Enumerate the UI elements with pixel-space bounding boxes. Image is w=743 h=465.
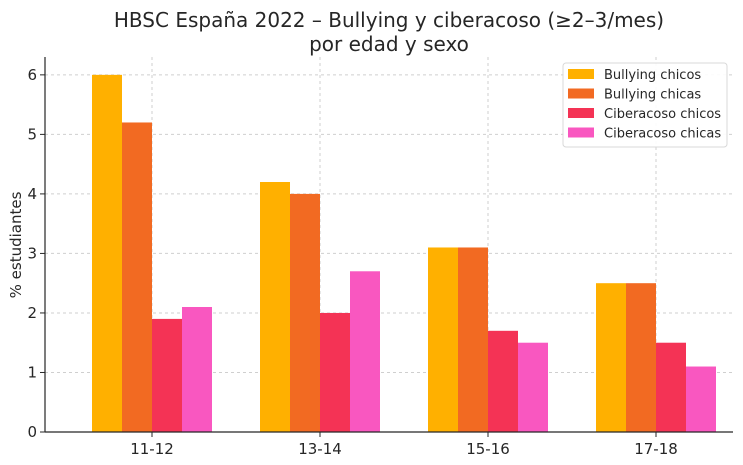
- bar-ciberacoso-chicos-17-18: [656, 342, 686, 432]
- bar-bullying-chicas-15-16: [458, 247, 488, 432]
- x-tick-label: 15-16: [466, 440, 510, 458]
- x-tick-label: 11-12: [130, 440, 174, 458]
- legend-swatch: [568, 127, 594, 138]
- bar-ciberacoso-chicos-13-14: [320, 312, 350, 432]
- bar-ciberacoso-chicos-11-12: [152, 318, 182, 432]
- legend: Bullying chicos Bullying chicas Ciberacoso…: [562, 62, 728, 148]
- y-tick-label: 6: [27, 66, 37, 84]
- chart-subtitle: por edad y sexo: [309, 32, 469, 56]
- y-tick-label: 3: [27, 244, 37, 262]
- bar-bullying-chicas-11-12: [122, 122, 152, 432]
- y-tick-label: 1: [27, 363, 37, 381]
- bar-bullying-chicos-15-16: [428, 247, 458, 432]
- legend-swatch: [568, 108, 594, 118]
- y-tick-label: 2: [27, 304, 37, 322]
- legend-swatch: [568, 69, 594, 79]
- bar-bullying-chicas-13-14: [290, 193, 320, 432]
- bar-bullying-chicos-11-12: [92, 74, 122, 432]
- bar-ciberacoso-chicos-15-16: [488, 330, 518, 432]
- bar-ciberacoso-chicas-13-14: [350, 271, 380, 432]
- y-tick-label: 4: [27, 185, 37, 203]
- legend-label: Ciberacoso chicas: [604, 127, 721, 142]
- bar-bullying-chicos-13-14: [260, 182, 290, 432]
- legend-swatch: [568, 88, 594, 99]
- y-tick-label: 5: [27, 125, 37, 143]
- legend-label: Bullying chicas: [604, 88, 701, 103]
- legend-label: Ciberacoso chicos: [604, 107, 721, 122]
- bar-ciberacoso-chicas-11-12: [182, 307, 212, 432]
- x-tick-label: 17-18: [634, 440, 678, 458]
- y-tick-label: 0: [27, 423, 37, 441]
- legend-label: Bullying chicos: [604, 68, 701, 83]
- x-tick-label: 13-14: [298, 440, 342, 458]
- legend-box: [562, 62, 728, 148]
- bar-ciberacoso-chicas-17-18: [686, 366, 716, 432]
- bar-ciberacoso-chicas-15-16: [518, 342, 548, 432]
- chart-title: HBSC España 2022 – Bullying y ciberacoso…: [114, 8, 664, 32]
- y-axis-label: % estudiantes: [7, 191, 25, 298]
- bar-bullying-chicos-17-18: [596, 283, 626, 432]
- bar-bullying-chicas-17-18: [626, 283, 656, 432]
